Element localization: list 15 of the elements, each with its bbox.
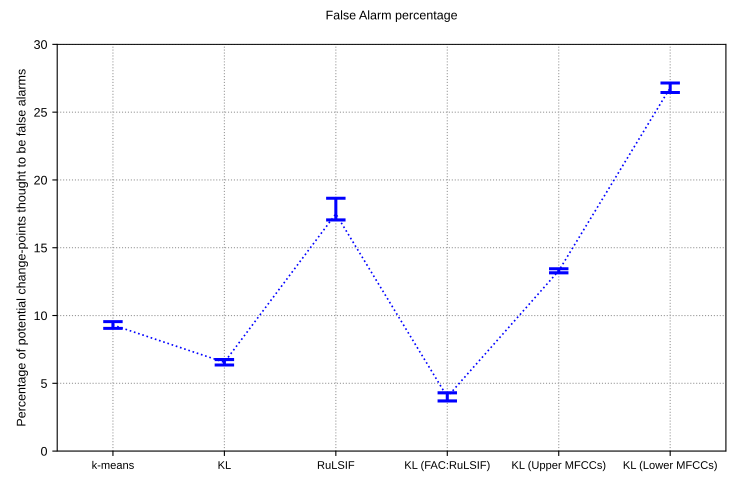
y-axis-title: Percentage of potential change-points thought to be false alarms (16, 69, 28, 426)
y-tick-label: 30 (34, 40, 47, 50)
x-tick-label: KL (Lower MFCCs) (624, 460, 717, 472)
y-tick-label: 5 (41, 379, 47, 388)
x-tick-label: RuLSIF (318, 461, 354, 469)
x-tick-label: k-means (92, 460, 134, 469)
y-tick-label: 15 (34, 244, 47, 252)
x-tick-label: KL (Upper MFCCs) (512, 460, 606, 472)
y-tick-label: 10 (34, 311, 47, 320)
y-tick-label: 20 (34, 176, 47, 185)
y-tick-label: 25 (34, 108, 47, 117)
chart-title: False Alarm percentage (326, 10, 458, 22)
x-tick-label: KL (218, 461, 231, 469)
x-tick-label: KL (FAC:RuLSIF) (405, 460, 490, 472)
y-tick-label: 0 (41, 446, 47, 456)
